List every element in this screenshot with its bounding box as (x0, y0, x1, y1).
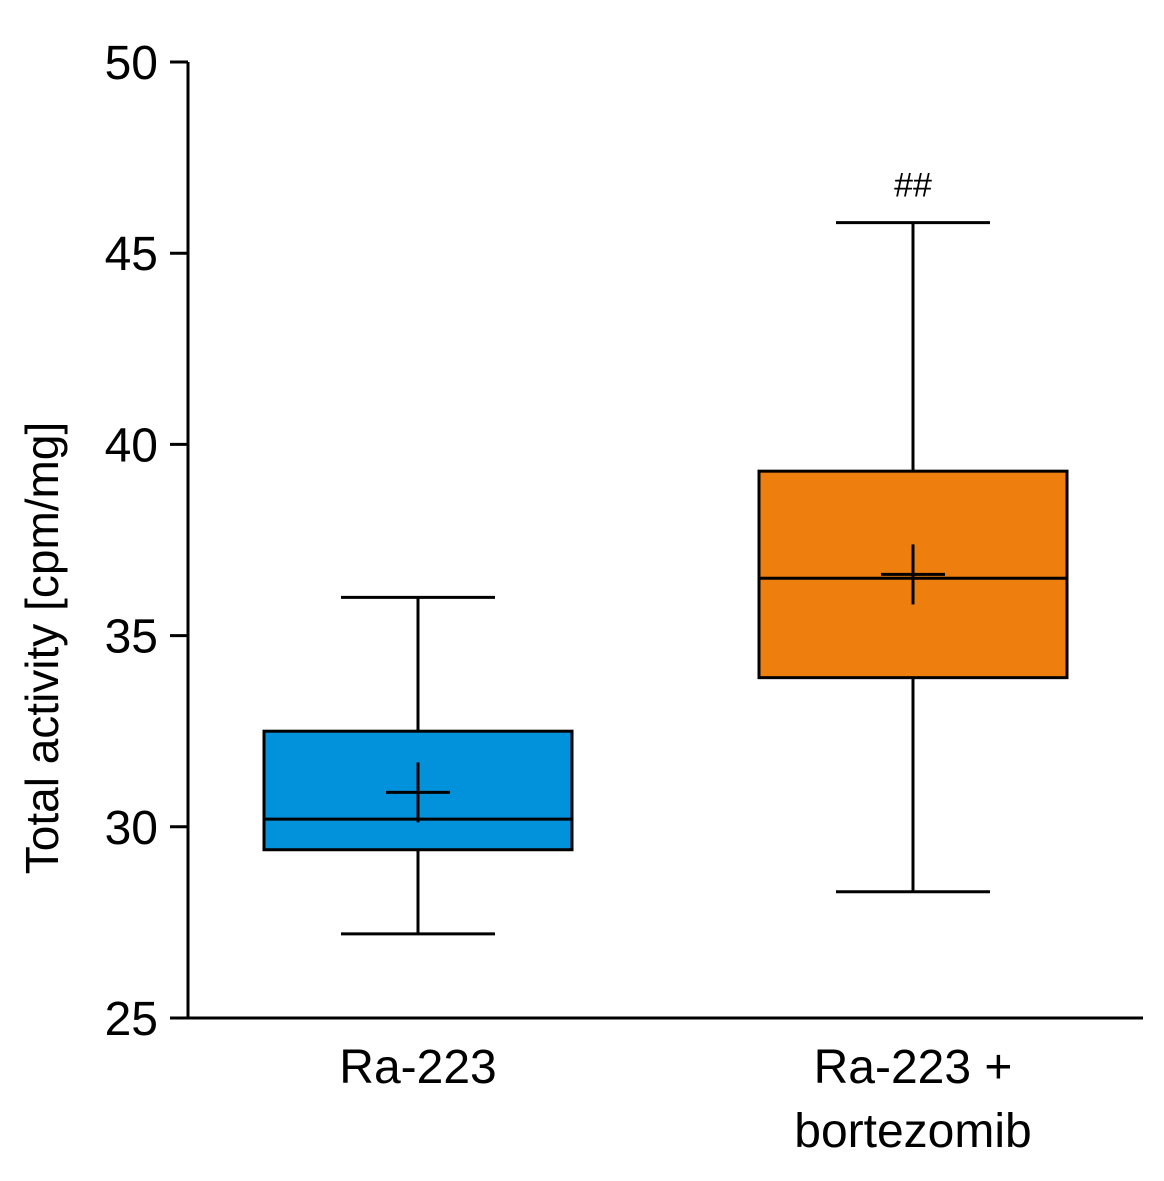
y-axis-title: Total activity [cpm/mg] (16, 422, 68, 874)
y-tick-label: 30 (105, 802, 158, 855)
y-axis-title-group: Total activity [cpm/mg] (16, 422, 68, 874)
significance-annotation: ## (894, 167, 932, 205)
box-series: ## (262, 167, 1069, 936)
x-category-label: Ra-223 (339, 1041, 496, 1094)
x-category-label: bortezomib (794, 1105, 1031, 1158)
y-axis-ticks: 25 30 35 40 45 50 (105, 37, 188, 1046)
box-group: ## (757, 167, 1069, 894)
x-category-label: Ra-223 + (814, 1041, 1013, 1094)
axes (186, 62, 1143, 1020)
y-tick-label: 45 (105, 228, 158, 281)
y-tick-label: 40 (105, 419, 158, 472)
box-group (262, 595, 574, 936)
y-tick-label: 50 (105, 37, 158, 90)
y-tick-label: 25 (105, 993, 158, 1046)
y-tick-label: 35 (105, 611, 158, 664)
x-axis-category-labels: Ra-223 Ra-223 + bortezomib (339, 1041, 1031, 1158)
